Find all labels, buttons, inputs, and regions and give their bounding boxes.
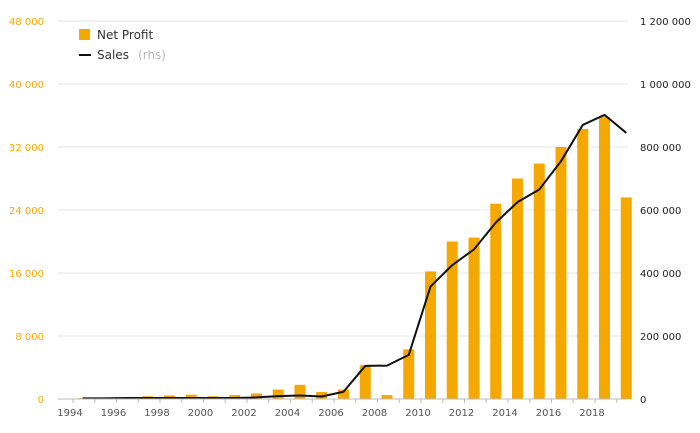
right-y-tick-label: 1 200 000 bbox=[640, 17, 691, 28]
bar bbox=[599, 117, 610, 399]
legend-label-sales: Sales (rhs) bbox=[97, 44, 166, 63]
bar bbox=[251, 393, 262, 399]
right-y-tick-label: 200 000 bbox=[640, 332, 681, 343]
bar bbox=[446, 241, 458, 399]
bar bbox=[403, 349, 415, 399]
bar bbox=[533, 163, 545, 399]
left-y-tick-label: 48 000 bbox=[9, 17, 44, 28]
right-y-tick-label: 600 000 bbox=[640, 206, 681, 217]
x-tick-label: 2012 bbox=[449, 408, 474, 419]
x-tick-label: 2016 bbox=[536, 408, 561, 419]
left-y-tick-label: 8 000 bbox=[15, 332, 44, 343]
x-tick-label: 2006 bbox=[318, 408, 343, 419]
right-y-axis: 0 200 000 400 000 600 000 800 000 1 000 000 1 … bbox=[640, 17, 691, 406]
bar bbox=[316, 391, 328, 399]
legend: Net Profit Sales (rhs) bbox=[79, 28, 166, 63]
x-tick-label: 2010 bbox=[405, 408, 430, 419]
x-tick-label: 2000 bbox=[188, 408, 213, 419]
right-y-tick-label: 800 000 bbox=[640, 143, 681, 154]
x-tick-label: 2008 bbox=[362, 408, 387, 419]
legend-swatch-net-profit bbox=[79, 29, 90, 40]
right-y-tick-label: 1 000 000 bbox=[640, 80, 691, 91]
legend-label-sales-name: Sales bbox=[97, 48, 129, 62]
x-tick-label: 2014 bbox=[492, 408, 517, 419]
sales-line bbox=[82, 113, 627, 400]
bar bbox=[229, 395, 241, 399]
bar bbox=[512, 178, 523, 399]
net-profit-bars bbox=[77, 117, 632, 399]
x-tick-label: 1996 bbox=[101, 408, 126, 419]
bar bbox=[338, 389, 349, 399]
legend-label-net-profit: Net Profit bbox=[97, 28, 153, 42]
bar bbox=[490, 203, 502, 399]
bar bbox=[555, 147, 567, 399]
x-tick-label: 2004 bbox=[275, 408, 300, 419]
bar bbox=[468, 237, 480, 399]
left-y-axis: 0 8 000 16 000 24 000 32 000 40 000 48 000 bbox=[9, 17, 44, 406]
bar bbox=[272, 389, 284, 399]
x-tick-label: 2002 bbox=[231, 408, 256, 419]
bar bbox=[425, 271, 436, 399]
left-y-tick-label: 32 000 bbox=[9, 143, 44, 154]
gridlines bbox=[58, 20, 628, 337]
x-tick-label: 1994 bbox=[57, 408, 82, 419]
legend-label-sales-note: (rhs) bbox=[138, 48, 166, 62]
bar bbox=[381, 395, 393, 399]
bar bbox=[620, 197, 632, 399]
right-y-tick-label: 400 000 bbox=[640, 269, 681, 280]
x-tick-label: 2018 bbox=[579, 408, 604, 419]
left-y-tick-label: 0 bbox=[38, 395, 44, 406]
left-y-tick-label: 16 000 bbox=[9, 269, 44, 280]
bar bbox=[294, 384, 306, 399]
sales-line-series bbox=[82, 113, 627, 400]
bar bbox=[185, 394, 197, 399]
x-axis: 1994 1996 1998 2000 2002 2004 2006 2008 2010 2012… bbox=[57, 398, 628, 419]
bar bbox=[577, 128, 589, 399]
left-y-tick-label: 40 000 bbox=[9, 80, 44, 91]
bar bbox=[359, 365, 371, 399]
right-y-tick-label: 0 bbox=[640, 395, 646, 406]
left-y-tick-label: 24 000 bbox=[9, 206, 44, 217]
x-tick-label: 1998 bbox=[144, 408, 169, 419]
